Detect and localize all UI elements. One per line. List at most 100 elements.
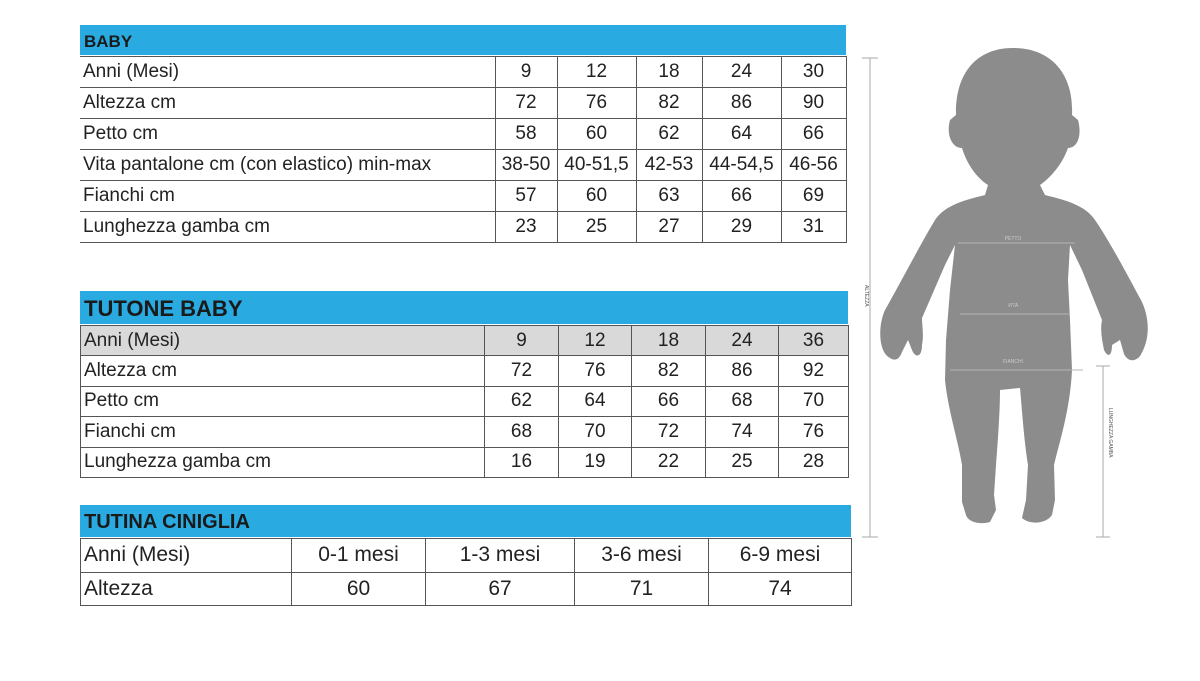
tutina-row: Anni (Mesi) 0-1 mesi 1-3 mesi 3-6 mesi 6-9 m… [80,538,852,573]
size-value: 60 [556,180,637,212]
size-value: 60 [556,118,637,150]
size-value: 74 [708,571,852,606]
baby-row: Altezza cm 72 76 82 86 90 [80,87,847,119]
row-label: Fianchi cm [80,416,485,448]
size-value: 18 [631,324,706,357]
size-value: 71 [574,571,709,606]
tutone-row: Anni (Mesi) 9 12 18 24 36 [80,324,849,357]
size-value: 70 [778,385,849,418]
size-value: 76 [558,355,632,387]
size-value: 6-9 mesi [708,538,852,573]
baby-body-silhouette [880,48,1148,524]
size-value: 69 [780,180,847,212]
size-value: 70 [558,416,632,448]
size-value: 38-50 [494,149,558,181]
size-value: 23 [494,211,558,243]
size-value: 9 [494,56,558,88]
tutina-row: Altezza 60 67 71 74 [80,571,852,606]
size-value: 19 [558,446,632,478]
tutone-row: Altezza cm 72 76 82 86 92 [80,355,849,387]
size-value: 63 [635,180,703,212]
size-value: 90 [780,87,847,119]
baby-silhouette-figure: ALTEZZA PETTO VITA FIANCHI LUNGHEZZA GAM… [862,48,1148,538]
size-value: 60 [291,571,426,606]
size-value: 86 [705,355,779,387]
lunghezza-gamba-label: LUNGHEZZA GAMBA [1107,408,1113,458]
size-value: 9 [484,324,559,357]
tutone-row: Lunghezza gamba cm 16 19 22 25 28 [80,446,849,478]
size-value: 25 [556,211,637,243]
tutina-title: TUTINA CINIGLIA [80,505,851,537]
size-value: 28 [778,446,849,478]
tutone-size-table: Anni (Mesi) 9 12 18 24 36 Altezza cm 72 76 82 86 92… [80,324,849,478]
size-value: 74 [705,416,779,448]
size-value: 42-53 [635,149,703,181]
vita-label: VITA [1008,303,1019,309]
size-value: 57 [494,180,558,212]
tutone-row: Petto cm 62 64 66 68 70 [80,385,849,418]
row-label: Lunghezza gamba cm [80,211,496,243]
size-value: 36 [778,324,849,357]
row-label: Anni (Mesi) [80,324,485,357]
baby-row: Fianchi cm 57 60 63 66 69 [80,180,847,212]
size-value: 72 [494,87,558,119]
size-value: 40-51,5 [556,149,637,181]
tutone-title: TUTONE BABY [80,291,848,324]
size-value: 82 [635,87,703,119]
size-value: 25 [705,446,779,478]
row-label: Vita pantalone cm (con elastico) min-max [80,149,496,181]
size-value: 12 [556,56,637,88]
size-value: 1-3 mesi [425,538,575,573]
size-value: 66 [701,180,782,212]
size-value: 30 [780,56,847,88]
size-value: 62 [635,118,703,150]
baby-row: Vita pantalone cm (con elastico) min-max… [80,149,847,181]
size-value: 24 [701,56,782,88]
baby-row: Anni (Mesi) 9 12 18 24 30 [80,56,847,88]
row-label: Altezza [80,571,292,606]
row-label: Petto cm [80,118,496,150]
row-label: Altezza cm [80,87,496,119]
size-value: 66 [780,118,847,150]
fianchi-label: FIANCHI [1003,359,1023,365]
size-value: 92 [778,355,849,387]
baby-row: Lunghezza gamba cm 23 25 27 29 31 [80,211,847,243]
baby-title: BABY [80,25,846,55]
size-value: 68 [705,385,779,418]
size-value: 64 [558,385,632,418]
petto-label: PETTO [1005,236,1022,242]
size-value: 82 [631,355,706,387]
size-value: 3-6 mesi [574,538,709,573]
size-value: 12 [558,324,632,357]
size-value: 44-54,5 [701,149,782,181]
size-value: 72 [484,355,559,387]
row-label: Anni (Mesi) [80,56,496,88]
size-value: 62 [484,385,559,418]
size-value: 31 [780,211,847,243]
size-value: 66 [631,385,706,418]
size-value: 46-56 [780,149,847,181]
row-label: Fianchi cm [80,180,496,212]
size-value: 18 [635,56,703,88]
row-label: Petto cm [80,385,485,418]
row-label: Lunghezza gamba cm [80,446,485,478]
size-value: 24 [705,324,779,357]
lunghezza-gamba-measure-line [1096,365,1110,538]
tutina-size-table: Anni (Mesi) 0-1 mesi 1-3 mesi 3-6 mesi 6-9 m… [80,538,852,606]
size-value: 64 [701,118,782,150]
size-value: 76 [556,87,637,119]
tutone-row: Fianchi cm 68 70 72 74 76 [80,416,849,448]
size-value: 76 [778,416,849,448]
size-value: 86 [701,87,782,119]
size-value: 67 [425,571,575,606]
size-value: 16 [484,446,559,478]
baby-size-table: Anni (Mesi) 9 12 18 24 30 Altezza cm 72 76 82 86 90… [80,56,847,243]
size-value: 58 [494,118,558,150]
size-value: 27 [635,211,703,243]
size-value: 68 [484,416,559,448]
row-label: Altezza cm [80,355,485,387]
size-value: 0-1 mesi [291,538,426,573]
size-value: 29 [701,211,782,243]
size-value: 22 [631,446,706,478]
size-value: 72 [631,416,706,448]
